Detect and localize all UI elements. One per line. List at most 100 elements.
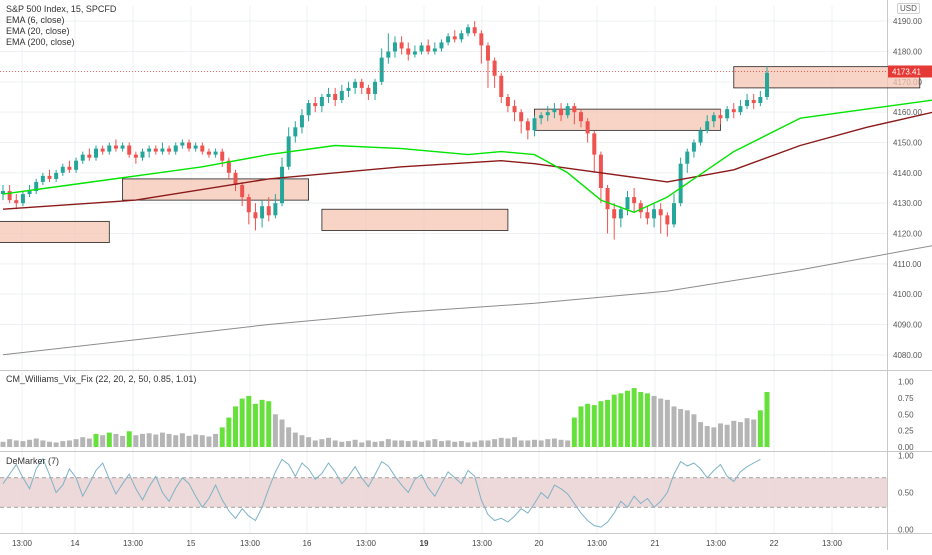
candle-body bbox=[280, 166, 285, 204]
candle-body bbox=[100, 148, 105, 152]
price-tick-label: 4140.00 bbox=[893, 169, 922, 178]
candle-body bbox=[359, 81, 364, 88]
candle-body bbox=[14, 200, 19, 204]
vix-fix-bar bbox=[704, 426, 710, 447]
vix-fix-bar bbox=[757, 410, 763, 447]
vix-fix-bar bbox=[186, 435, 192, 447]
ema6-legend[interactable]: EMA (6, close) bbox=[6, 15, 65, 25]
vix-fix-bar bbox=[120, 435, 126, 447]
vix-fix-bar bbox=[764, 392, 770, 447]
candle-body bbox=[392, 42, 397, 52]
candle-body bbox=[652, 209, 657, 219]
vix-fix-bar bbox=[299, 435, 305, 447]
candle-body bbox=[718, 115, 723, 119]
vix-fix-bar bbox=[0, 441, 6, 447]
candle-body bbox=[366, 87, 371, 94]
vix-fix-bar bbox=[558, 439, 564, 447]
candle-body bbox=[472, 27, 477, 34]
vix-fix-bar bbox=[159, 432, 165, 447]
candle-body bbox=[585, 121, 590, 134]
vix-fix-bar bbox=[359, 442, 365, 447]
vix-fix-bar bbox=[392, 440, 398, 447]
candle-body bbox=[658, 209, 663, 216]
vix-fix-bar bbox=[272, 414, 278, 447]
price-zone bbox=[321, 208, 509, 231]
time-tick-label: 13:00 bbox=[706, 539, 727, 548]
demarker-tick-label: 0.50 bbox=[898, 489, 914, 498]
vix-fix-bar bbox=[213, 433, 219, 447]
vix-fix-bar bbox=[279, 419, 285, 447]
vix-fix-bar bbox=[498, 437, 504, 447]
candle-body bbox=[180, 142, 185, 146]
vix-fix-bar bbox=[259, 399, 265, 447]
candle-body bbox=[326, 93, 331, 97]
candle-body bbox=[140, 151, 145, 158]
ema200-legend[interactable]: EMA (200, close) bbox=[6, 37, 75, 47]
candle-body bbox=[678, 163, 683, 204]
candle-body bbox=[213, 151, 218, 155]
time-tick-label: 13:00 bbox=[822, 539, 843, 548]
vix-tick-label: 1.00 bbox=[898, 378, 914, 387]
candle-body bbox=[452, 36, 457, 40]
time-tick-label: 13:00 bbox=[472, 539, 493, 548]
candle-body bbox=[665, 215, 670, 225]
time-tick-label: 14 bbox=[71, 539, 80, 548]
candle-body bbox=[638, 203, 643, 213]
candle-body bbox=[313, 103, 318, 107]
candle-body bbox=[379, 57, 384, 82]
candle-body bbox=[94, 148, 99, 158]
vix-fix-bar bbox=[365, 440, 371, 447]
demarker-legend[interactable]: DeMarker (7) bbox=[6, 456, 60, 466]
candle-body bbox=[691, 142, 696, 152]
vix-fix-bar bbox=[13, 440, 19, 447]
vix-fix-bar bbox=[47, 441, 52, 447]
vix-fix-bar bbox=[379, 441, 385, 447]
candle-body bbox=[492, 60, 497, 76]
candle-body bbox=[87, 154, 92, 158]
vix-fix-bar bbox=[345, 441, 351, 447]
candle-body bbox=[552, 109, 557, 113]
candle-body bbox=[559, 109, 564, 116]
vix-tick-label: 0.00 bbox=[898, 443, 914, 452]
vix-fix-bar bbox=[153, 434, 159, 447]
candle-body bbox=[738, 106, 743, 113]
candle-body bbox=[353, 81, 358, 88]
symbol-title: S&P 500 Index, 15, SPCFD bbox=[6, 4, 117, 14]
candle-body bbox=[47, 175, 52, 179]
candle-body bbox=[67, 166, 72, 170]
vix-fix-bar bbox=[86, 438, 92, 447]
vix-fix-bar bbox=[445, 440, 451, 447]
candle-body bbox=[758, 97, 763, 104]
currency-label[interactable]: USD bbox=[897, 3, 920, 14]
candle-body bbox=[545, 112, 550, 116]
candle-body bbox=[20, 194, 25, 204]
vix-fix-bar bbox=[605, 399, 611, 447]
vix-tick-label: 0.50 bbox=[898, 410, 914, 419]
vix-fix-bar bbox=[266, 401, 272, 447]
vix-fix-bar bbox=[206, 436, 212, 447]
vix-fix-bar bbox=[146, 433, 152, 447]
vix-fix-bar bbox=[372, 441, 378, 447]
vix-fix-bar bbox=[80, 437, 86, 447]
time-tick-label: 13:00 bbox=[12, 539, 33, 548]
candle-body bbox=[246, 197, 251, 213]
vix-fix-bar bbox=[432, 439, 438, 447]
candle-body bbox=[466, 27, 471, 34]
vix-fix-bar bbox=[591, 405, 597, 447]
candle-body bbox=[386, 51, 391, 58]
vix-fix-legend[interactable]: CM_Williams_Vix_Fix (22, 20, 2, 50, 0.85… bbox=[6, 374, 197, 384]
vix-fix-bar bbox=[438, 441, 444, 447]
vix-fix-bar bbox=[226, 417, 232, 447]
ema20-legend[interactable]: EMA (20, close) bbox=[6, 26, 70, 36]
vix-fix-bar bbox=[565, 440, 571, 447]
candle-body bbox=[319, 97, 324, 107]
vix-fix-bar bbox=[472, 441, 478, 447]
price-tick-label: 4130.00 bbox=[893, 199, 922, 208]
time-tick-label: 20 bbox=[535, 539, 544, 548]
candle-body bbox=[671, 203, 676, 225]
vix-fix-bar bbox=[419, 441, 425, 447]
vix-fix-bar bbox=[452, 441, 458, 447]
candle-body bbox=[532, 118, 537, 131]
vix-fix-bar bbox=[292, 432, 298, 447]
